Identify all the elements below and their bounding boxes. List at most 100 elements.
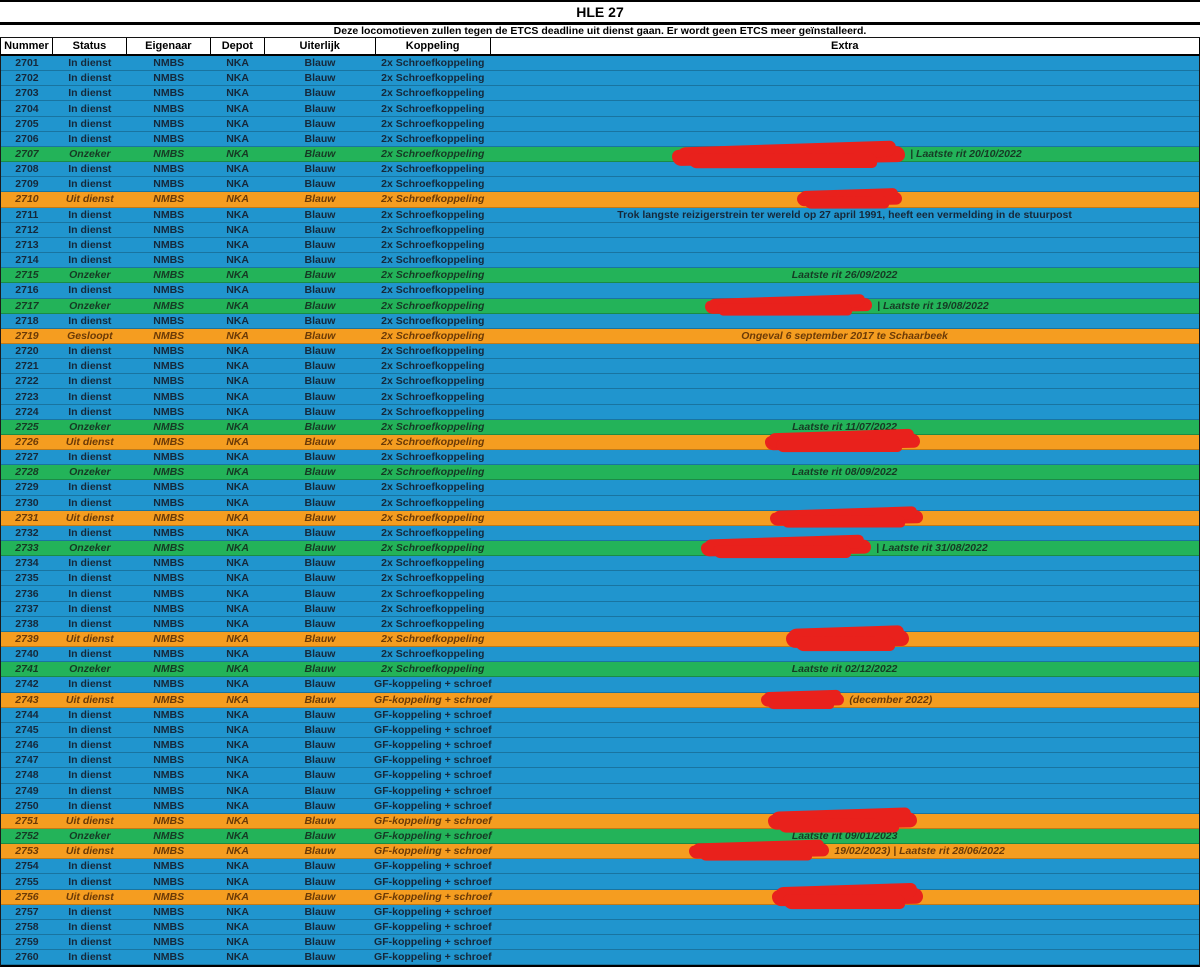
cell-koppeling[interactable]: 2x Schroefkoppeling xyxy=(381,117,485,130)
cell-nummer[interactable]: 2711 xyxy=(15,208,39,221)
cell-eigenaar[interactable]: NMBS xyxy=(153,314,185,327)
cell-extra[interactable]: Laatste rit 02/12/2022 xyxy=(490,662,1199,676)
cell-depot[interactable]: NKA xyxy=(226,617,249,630)
cell-koppeling[interactable]: GF-koppeling + schroef xyxy=(374,799,492,812)
cell-koppeling[interactable]: 2x Schroefkoppeling xyxy=(381,284,485,297)
cell-eigenaar[interactable]: NMBS xyxy=(153,238,185,251)
cell-extra[interactable] xyxy=(490,586,1199,600)
cell-depot[interactable]: NKA xyxy=(226,526,249,539)
cell-uiterlijk[interactable]: Blauw xyxy=(304,526,336,539)
cell-uiterlijk[interactable]: Blauw xyxy=(304,72,336,85)
cell-status[interactable]: In dienst xyxy=(68,572,112,585)
cell-uiterlijk[interactable]: Blauw xyxy=(304,739,336,752)
cell-extra[interactable]: 19/02/2023) | Laatste rit 28/06/2022 xyxy=(490,843,1199,859)
cell-depot[interactable]: NKA xyxy=(226,845,249,858)
cell-status[interactable]: In dienst xyxy=(68,375,112,388)
cell-koppeling[interactable]: 2x Schroefkoppeling xyxy=(381,360,485,373)
cell-nummer[interactable]: 2742 xyxy=(15,678,39,691)
cell-status[interactable]: Onzeker xyxy=(69,420,111,433)
cell-extra[interactable] xyxy=(490,859,1199,873)
cell-uiterlijk[interactable]: Blauw xyxy=(304,451,336,464)
cell-nummer[interactable]: 2723 xyxy=(15,390,39,403)
cell-eigenaar[interactable]: NMBS xyxy=(153,178,185,191)
cell-depot[interactable]: NKA xyxy=(226,602,249,615)
cell-uiterlijk[interactable]: Blauw xyxy=(304,132,336,145)
cell-extra[interactable] xyxy=(490,450,1199,464)
column-header-depot[interactable]: Depot xyxy=(210,38,265,54)
cell-status[interactable]: In dienst xyxy=(68,496,112,509)
cell-nummer[interactable]: 2706 xyxy=(15,132,39,145)
cell-depot[interactable]: NKA xyxy=(226,814,249,827)
column-header-extra[interactable]: Extra xyxy=(490,38,1200,54)
cell-koppeling[interactable]: 2x Schroefkoppeling xyxy=(381,254,485,267)
cell-status[interactable]: In dienst xyxy=(68,72,112,85)
cell-nummer[interactable]: 2733 xyxy=(15,542,39,555)
cell-uiterlijk[interactable]: Blauw xyxy=(304,648,336,661)
cell-eigenaar[interactable]: NMBS xyxy=(153,920,185,933)
cell-status[interactable]: In dienst xyxy=(68,920,112,933)
cell-uiterlijk[interactable]: Blauw xyxy=(304,435,336,448)
cell-extra[interactable] xyxy=(490,238,1199,252)
cell-status[interactable]: In dienst xyxy=(68,739,112,752)
cell-koppeling[interactable]: 2x Schroefkoppeling xyxy=(381,542,485,555)
cell-uiterlijk[interactable]: Blauw xyxy=(304,799,336,812)
cell-depot[interactable]: NKA xyxy=(226,769,249,782)
cell-depot[interactable]: NKA xyxy=(226,117,249,130)
cell-depot[interactable]: NKA xyxy=(226,345,249,358)
cell-uiterlijk[interactable]: Blauw xyxy=(304,284,336,297)
cell-eigenaar[interactable]: NMBS xyxy=(153,845,185,858)
cell-status[interactable]: In dienst xyxy=(68,951,112,964)
cell-koppeling[interactable]: GF-koppeling + schroef xyxy=(374,920,492,933)
cell-depot[interactable]: NKA xyxy=(226,284,249,297)
cell-extra[interactable] xyxy=(490,812,1199,830)
cell-status[interactable]: In dienst xyxy=(68,526,112,539)
cell-eigenaar[interactable]: NMBS xyxy=(153,345,185,358)
cell-eigenaar[interactable]: NMBS xyxy=(153,102,185,115)
cell-nummer[interactable]: 2740 xyxy=(15,648,39,661)
cell-eigenaar[interactable]: NMBS xyxy=(153,496,185,509)
cell-nummer[interactable]: 2703 xyxy=(15,87,39,100)
cell-koppeling[interactable]: GF-koppeling + schroef xyxy=(374,723,492,736)
cell-extra[interactable]: | Laatste rit 20/10/2022 xyxy=(490,145,1199,167)
cell-nummer[interactable]: 2726 xyxy=(15,435,39,448)
cell-eigenaar[interactable]: NMBS xyxy=(153,193,185,206)
cell-extra[interactable] xyxy=(490,374,1199,388)
cell-status[interactable]: In dienst xyxy=(68,481,112,494)
cell-extra[interactable] xyxy=(490,433,1199,451)
cell-nummer[interactable]: 2716 xyxy=(15,284,39,297)
cell-eigenaar[interactable]: NMBS xyxy=(153,466,185,479)
cell-depot[interactable]: NKA xyxy=(226,587,249,600)
cell-depot[interactable]: NKA xyxy=(226,314,249,327)
cell-status[interactable]: In dienst xyxy=(68,754,112,767)
cell-koppeling[interactable]: 2x Schroefkoppeling xyxy=(381,329,485,342)
cell-depot[interactable]: NKA xyxy=(226,542,249,555)
cell-depot[interactable]: NKA xyxy=(226,830,249,843)
cell-koppeling[interactable]: 2x Schroefkoppeling xyxy=(381,178,485,191)
cell-koppeling[interactable]: GF-koppeling + schroef xyxy=(374,951,492,964)
cell-status[interactable]: In dienst xyxy=(68,314,112,327)
cell-nummer[interactable]: 2719 xyxy=(15,329,39,342)
cell-eigenaar[interactable]: NMBS xyxy=(153,223,185,236)
cell-status[interactable]: In dienst xyxy=(68,254,112,267)
cell-nummer[interactable]: 2743 xyxy=(15,693,39,706)
cell-depot[interactable]: NKA xyxy=(226,723,249,736)
cell-eigenaar[interactable]: NMBS xyxy=(153,905,185,918)
cell-uiterlijk[interactable]: Blauw xyxy=(304,329,336,342)
cell-uiterlijk[interactable]: Blauw xyxy=(304,345,336,358)
cell-uiterlijk[interactable]: Blauw xyxy=(304,390,336,403)
cell-koppeling[interactable]: 2x Schroefkoppeling xyxy=(381,102,485,115)
cell-eigenaar[interactable]: NMBS xyxy=(153,299,185,312)
cell-depot[interactable]: NKA xyxy=(226,435,249,448)
cell-extra[interactable]: Laatste rit 26/09/2022 xyxy=(490,268,1199,282)
cell-koppeling[interactable]: GF-koppeling + schroef xyxy=(374,693,492,706)
cell-eigenaar[interactable]: NMBS xyxy=(153,784,185,797)
cell-status[interactable]: Uit dienst xyxy=(65,693,114,706)
cell-status[interactable]: In dienst xyxy=(68,557,112,570)
cell-nummer[interactable]: 2748 xyxy=(15,769,39,782)
cell-uiterlijk[interactable]: Blauw xyxy=(304,633,336,646)
cell-extra[interactable] xyxy=(490,359,1199,373)
cell-extra[interactable] xyxy=(490,753,1199,767)
cell-status[interactable]: In dienst xyxy=(68,678,112,691)
cell-status[interactable]: Uit dienst xyxy=(65,814,114,827)
cell-status[interactable]: Onzeker xyxy=(69,542,111,555)
